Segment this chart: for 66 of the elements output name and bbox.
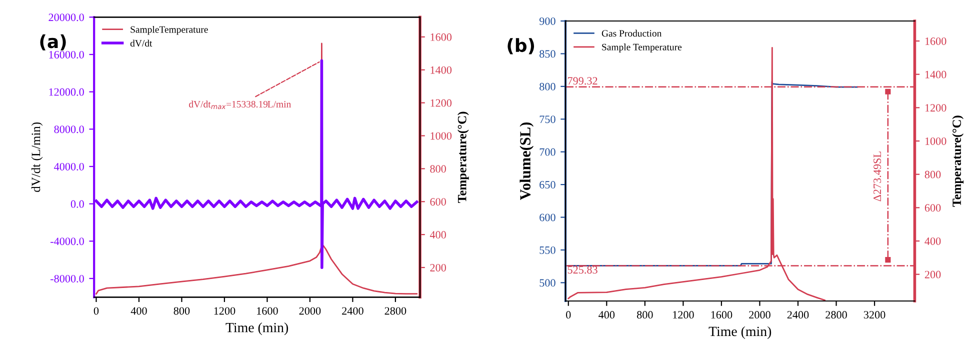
x-tick-label: 2800 [826, 311, 847, 319]
y-tick-label: 550 [540, 246, 556, 254]
y2-tick-label: 1000 [925, 137, 946, 145]
y2-tick-label: 1200 [925, 104, 946, 112]
y2-tick-label: 800 [430, 165, 446, 173]
annotation: dV/dt$_{max}$=15338.19L/min [189, 100, 291, 110]
y2-tick-label: 1600 [925, 37, 946, 45]
y-tick-label: 750 [540, 116, 556, 124]
y2-tick-label: 1000 [430, 132, 452, 140]
x-tick-label: 1200 [673, 311, 694, 319]
y-tick-label: 8000.0 [54, 126, 84, 134]
x-tick-label: 800 [637, 311, 653, 319]
y-tick-label: 500 [540, 279, 556, 287]
x-tick-label: 2800 [384, 307, 406, 315]
y2-tick-label: 800 [924, 170, 941, 178]
x-tick-label: 3200 [864, 311, 886, 319]
x-tick-label: 2400 [342, 307, 364, 315]
y-tick-label: 20000.0 [48, 14, 84, 22]
x-tick-label: 400 [598, 311, 615, 319]
y2-tick-label: 200 [924, 270, 941, 278]
x-tick-label: 0 [94, 307, 99, 315]
text: (a) [40, 34, 66, 50]
y2-tick-label: 600 [924, 204, 941, 212]
annotation: Δ273.49SL [874, 152, 882, 202]
y-tick-label: -8000.0 [50, 274, 84, 282]
y-tick-label: 900 [539, 17, 556, 25]
y2-tick-label: 1400 [925, 70, 946, 78]
y-tick-label: 0.0 [70, 200, 84, 208]
y2-tick-label: 600 [430, 198, 446, 206]
legend-label: Gas Production [602, 30, 662, 37]
x-axis-title: Time (min) [708, 326, 772, 339]
x-tick-label: 2000 [299, 307, 321, 315]
legend-label: SampleTemperature [130, 26, 208, 35]
y-tick-label: -4000.0 [50, 238, 84, 246]
y-tick-label: 800 [540, 82, 556, 90]
x-tick-label: 1600 [711, 311, 732, 319]
y-tick-label: 850 [540, 50, 556, 58]
y2-axis-title: Temperature(°C) [952, 116, 964, 207]
y-tick-label: 600 [540, 214, 556, 222]
y-axis-title: dV/dt (L/min) [31, 122, 43, 192]
x-tick-label: 800 [174, 307, 190, 315]
text: (b) [508, 38, 534, 54]
y-tick-label: 650 [540, 181, 556, 189]
y2-tick-label: 200 [430, 264, 446, 272]
legend-label: Sample Temperature [602, 44, 682, 52]
y-tick-label: 16000.0 [49, 50, 84, 58]
legend-label: dV/dt [130, 40, 152, 47]
y-tick-label: 4000.0 [54, 162, 84, 170]
x-tick-label: 2400 [787, 311, 809, 319]
x-tick-label: 1600 [257, 307, 278, 315]
y-tick-label: 12000.0 [49, 88, 84, 96]
ref-line-label: 799.32 [568, 77, 598, 85]
y-axis-title: Volume(SL) [520, 122, 534, 200]
y2-tick-label: 1600 [430, 33, 452, 41]
y2-tick-label: 1200 [430, 99, 452, 107]
x-tick-label: 2000 [749, 311, 770, 319]
x-tick-label: 1200 [214, 307, 236, 315]
x-tick-label: 400 [130, 307, 147, 315]
y2-tick-label: 400 [430, 231, 446, 239]
y2-tick-label: 400 [924, 237, 941, 245]
ref-line-label: 525.83 [568, 266, 598, 274]
y-tick-label: 700 [540, 148, 556, 156]
y2-tick-label: 1400 [430, 66, 452, 74]
x-tick-label: 0 [566, 311, 571, 319]
y2-axis-title: Temperature(°C) [458, 112, 469, 203]
x-axis-title: Time (min) [226, 322, 288, 336]
